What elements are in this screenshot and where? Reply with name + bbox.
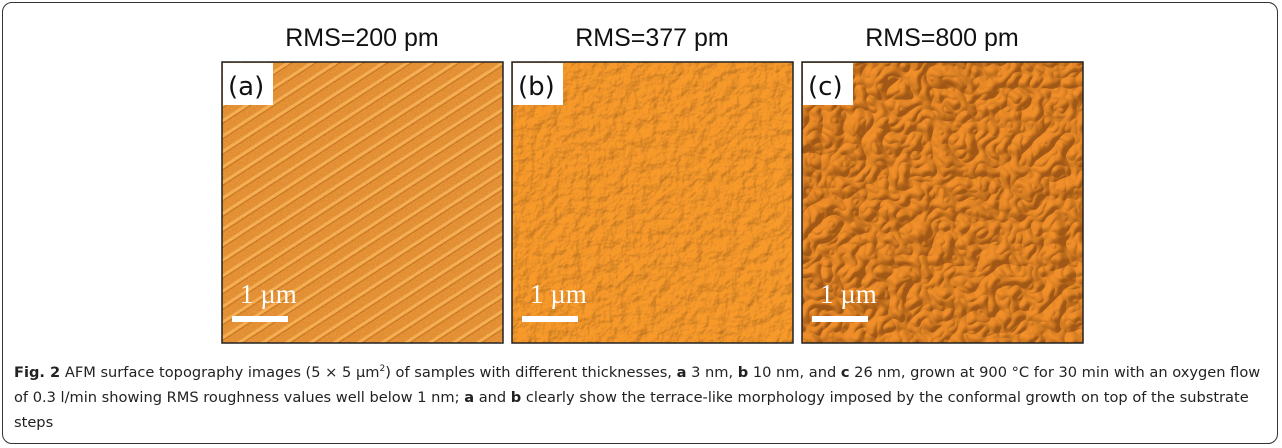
panel-title: RMS=377 pm <box>575 24 729 52</box>
caption-text: 3 nm, <box>686 364 737 381</box>
scale-text: 1 µm <box>240 279 297 309</box>
caption-text: ) of samples with different thicknesses, <box>385 364 676 381</box>
caption-text: 10 nm, and <box>748 364 841 381</box>
panel-ref: a <box>464 389 474 406</box>
scale-text: 1 µm <box>530 279 587 309</box>
caption: Fig. 2 AFM surface topography images (5 … <box>14 360 1270 435</box>
caption-text: and <box>474 389 511 406</box>
scale-bar <box>522 316 578 322</box>
panel-ref: c <box>841 364 850 381</box>
figure: RMS=200 pm RMS=377 pm RMS=800 pm (a) 1 µ… <box>0 0 1282 360</box>
caption-text: AFM surface topography images (5 × 5 µm <box>60 364 379 381</box>
panel-c: (c) 1 µm <box>802 62 1083 343</box>
panel-ref: b <box>511 389 521 406</box>
panel-ref: a <box>677 364 687 381</box>
panel-title: RMS=800 pm <box>865 24 1019 52</box>
panel-title: RMS=200 pm <box>285 24 439 52</box>
scale-bar <box>232 316 288 322</box>
scale-bar <box>812 316 868 322</box>
panel-label: (c) <box>808 72 843 102</box>
panel-ref: b <box>738 364 748 381</box>
panel-a: (a) 1 µm <box>222 62 503 343</box>
panel-label: (a) <box>228 72 264 102</box>
panel-label: (b) <box>518 72 555 102</box>
figure-number: Fig. 2 <box>14 364 60 381</box>
scale-text: 1 µm <box>820 279 877 309</box>
panel-b: (b) 1 µm <box>512 62 793 343</box>
